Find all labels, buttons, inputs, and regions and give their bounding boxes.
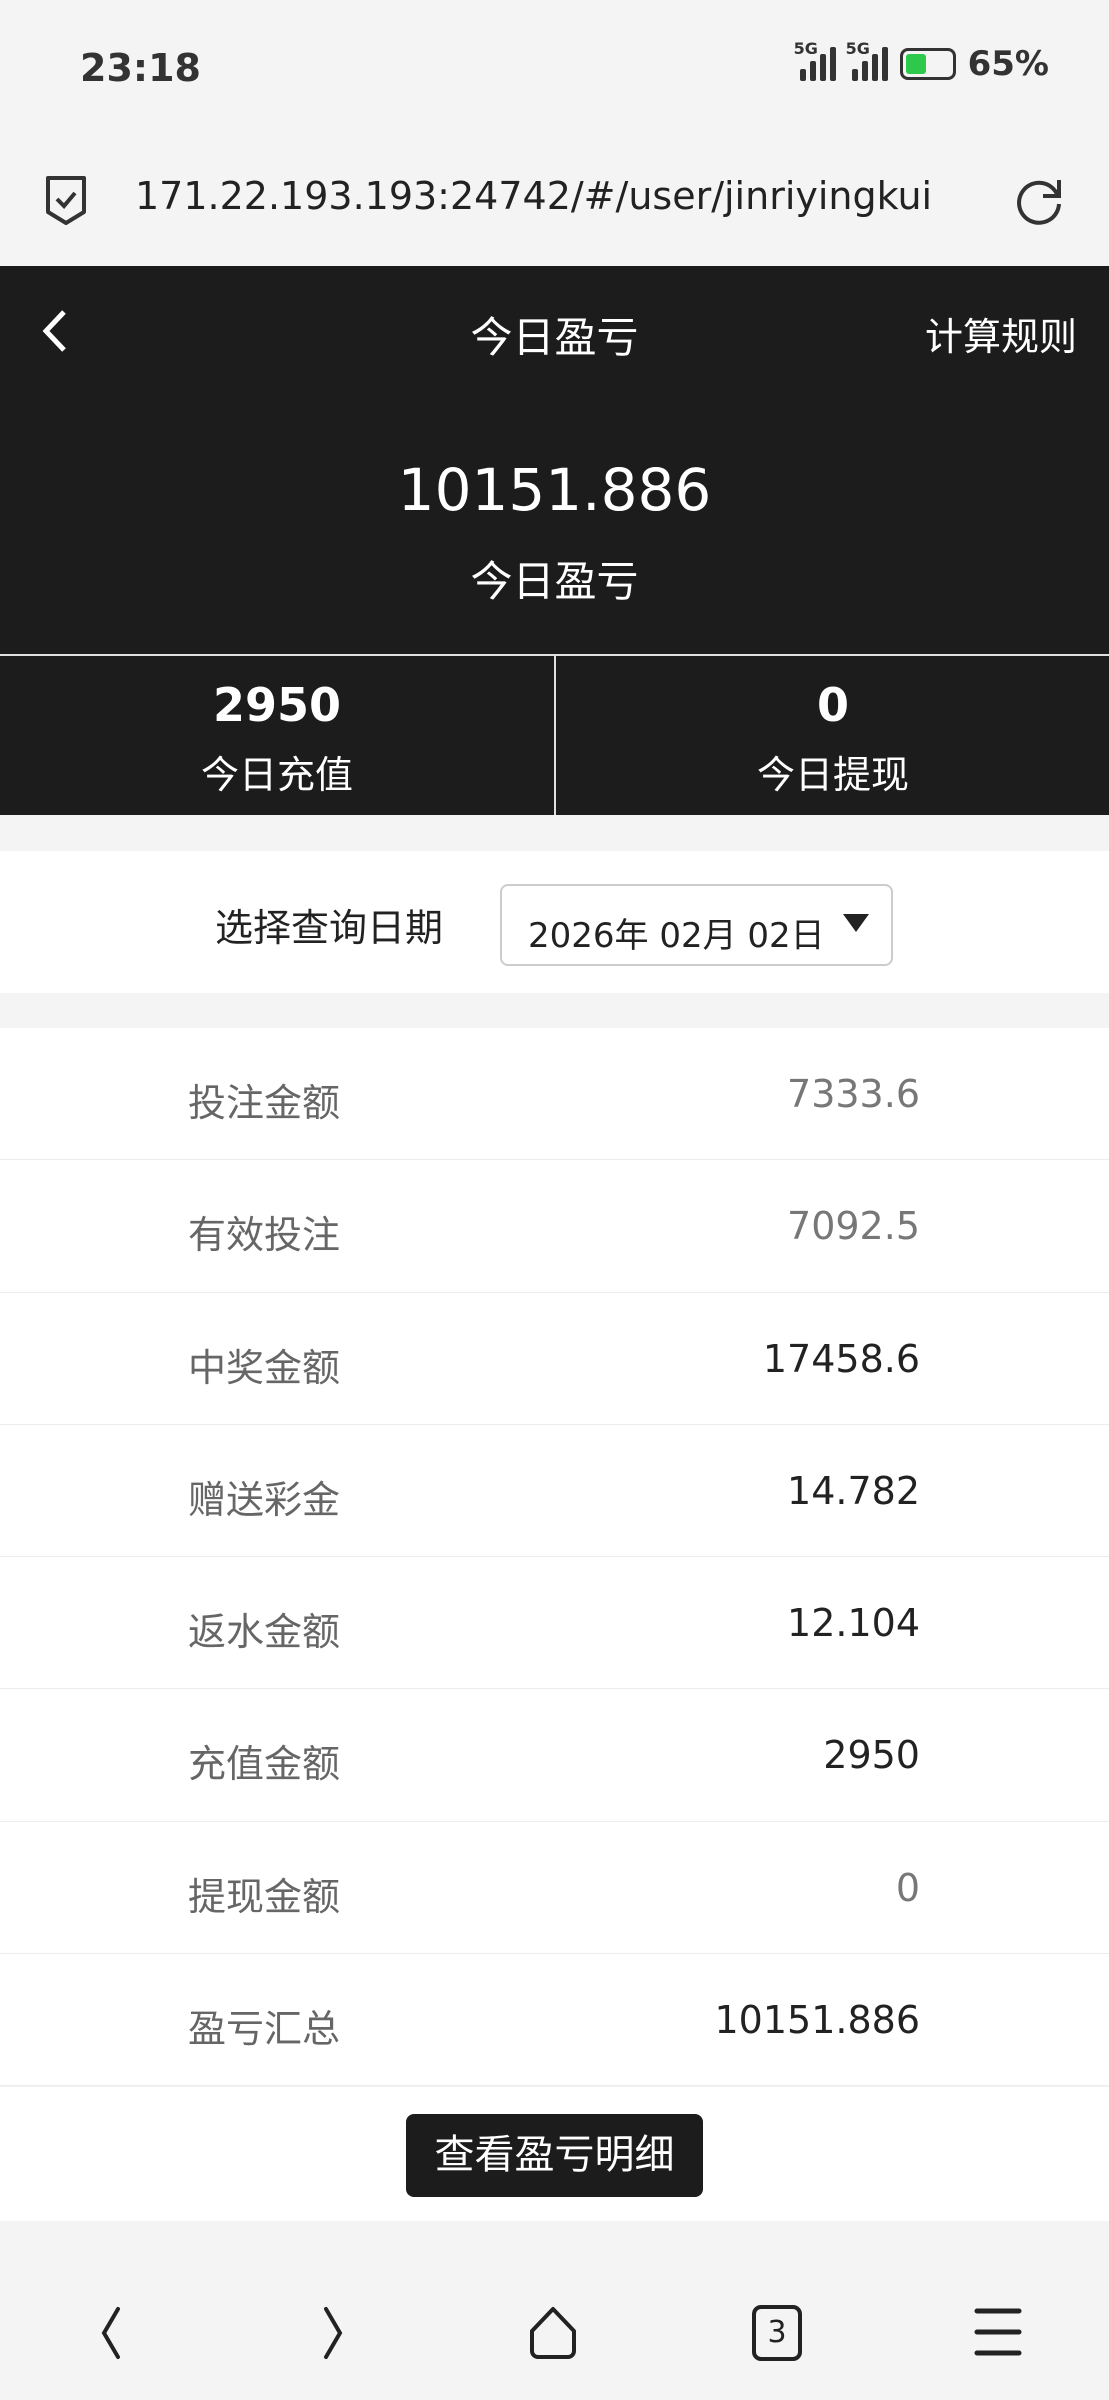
back-icon[interactable] [96, 2305, 126, 2361]
item-label: 盈亏汇总 [188, 2007, 341, 2052]
date-select[interactable]: 2026年 02月 02日 [500, 884, 893, 966]
today-profit-label: 今日盈亏 [470, 557, 639, 606]
list-item: 有效投注 7092.5 [0, 1160, 1109, 1293]
item-label: 中奖金额 [188, 1345, 341, 1390]
list-item: 提现金额 0 [0, 1822, 1109, 1955]
browser-address-bar[interactable]: 171.22.193.193:24742/#/user/jinriyingkui [0, 130, 1109, 266]
caret-down-icon [843, 914, 869, 932]
battery-icon [899, 48, 956, 80]
status-time: 23:18 [80, 46, 201, 90]
status-bar: 23:18 5G 5G 65% [0, 0, 1109, 130]
item-label: 充值金额 [188, 1742, 341, 1787]
divider [554, 656, 556, 815]
list-item: 中奖金额 17458.6 [0, 1293, 1109, 1425]
url-text[interactable]: 171.22.193.193:24742/#/user/jinriyingkui [135, 174, 933, 218]
today-profit-value: 10151.886 [397, 456, 712, 524]
battery-level: 65% [967, 44, 1049, 84]
today-withdraw-stat: 0 今日提现 [556, 656, 1109, 815]
date-filter-label: 选择查询日期 [215, 906, 444, 950]
page-header: 今日盈亏 计算规则 10151.886 今日盈亏 2950 今日充值 0 今日提… [0, 266, 1109, 815]
stat-label: 今日充值 [200, 753, 353, 797]
shield-check-icon[interactable] [44, 174, 88, 226]
page-title: 今日盈亏 [470, 313, 639, 362]
status-icons: 5G 5G 65% [794, 39, 1049, 84]
tabs-count-button[interactable]: 3 [752, 2305, 802, 2361]
list-item: 投注金额 7333.6 [0, 1028, 1109, 1161]
forward-icon[interactable] [318, 2305, 348, 2361]
signal-icon: 5G [794, 39, 836, 81]
item-value: 17458.6 [762, 1336, 920, 1381]
item-label: 投注金额 [188, 1081, 341, 1125]
list-item: 返水金额 12.104 [0, 1557, 1109, 1690]
today-recharge-stat: 2950 今日充值 [0, 656, 554, 815]
list-item: 盈亏汇总 10151.886 [0, 1954, 1109, 2087]
stat-value: 2950 [212, 678, 342, 732]
menu-icon[interactable] [974, 2305, 1022, 2361]
signal-icon: 5G [846, 39, 888, 81]
item-value: 7092.5 [787, 1204, 920, 1249]
date-filter: 选择查询日期 2026年 02月 02日 [0, 851, 1109, 993]
item-label: 有效投注 [188, 1213, 341, 1258]
list-item: 充值金额 2950 [0, 1689, 1109, 1822]
item-value: 12.104 [787, 1601, 920, 1646]
stat-value: 0 [816, 678, 849, 732]
reload-icon[interactable] [1013, 174, 1065, 226]
list-item: 赠送彩金 14.782 [0, 1425, 1109, 1558]
item-label: 提现金额 [188, 1874, 341, 1919]
browser-bottom-nav: 3 [0, 2221, 1109, 2400]
home-icon[interactable] [528, 2305, 578, 2361]
item-value: 0 [895, 1865, 920, 1910]
date-select-value: 2026年 02月 02日 [528, 916, 825, 956]
item-label: 赠送彩金 [188, 1477, 341, 1522]
item-label: 返水金额 [188, 1610, 341, 1655]
view-details-button[interactable]: 查看盈亏明细 [406, 2114, 703, 2197]
back-arrow-icon[interactable] [34, 306, 74, 356]
detail-button-area: 查看盈亏明细 [0, 2087, 1109, 2221]
item-value: 7333.6 [787, 1072, 920, 1116]
calculation-rules-link[interactable]: 计算规则 [924, 315, 1077, 359]
item-value: 2950 [823, 1733, 920, 1778]
item-value: 10151.886 [714, 1998, 921, 2043]
stat-label: 今日提现 [756, 753, 909, 797]
summary-list: 投注金额 7333.6 有效投注 7092.5 中奖金额 17458.6 赠送彩金 14… [0, 1028, 1109, 2087]
item-value: 14.782 [787, 1468, 920, 1513]
divider [0, 654, 1109, 656]
